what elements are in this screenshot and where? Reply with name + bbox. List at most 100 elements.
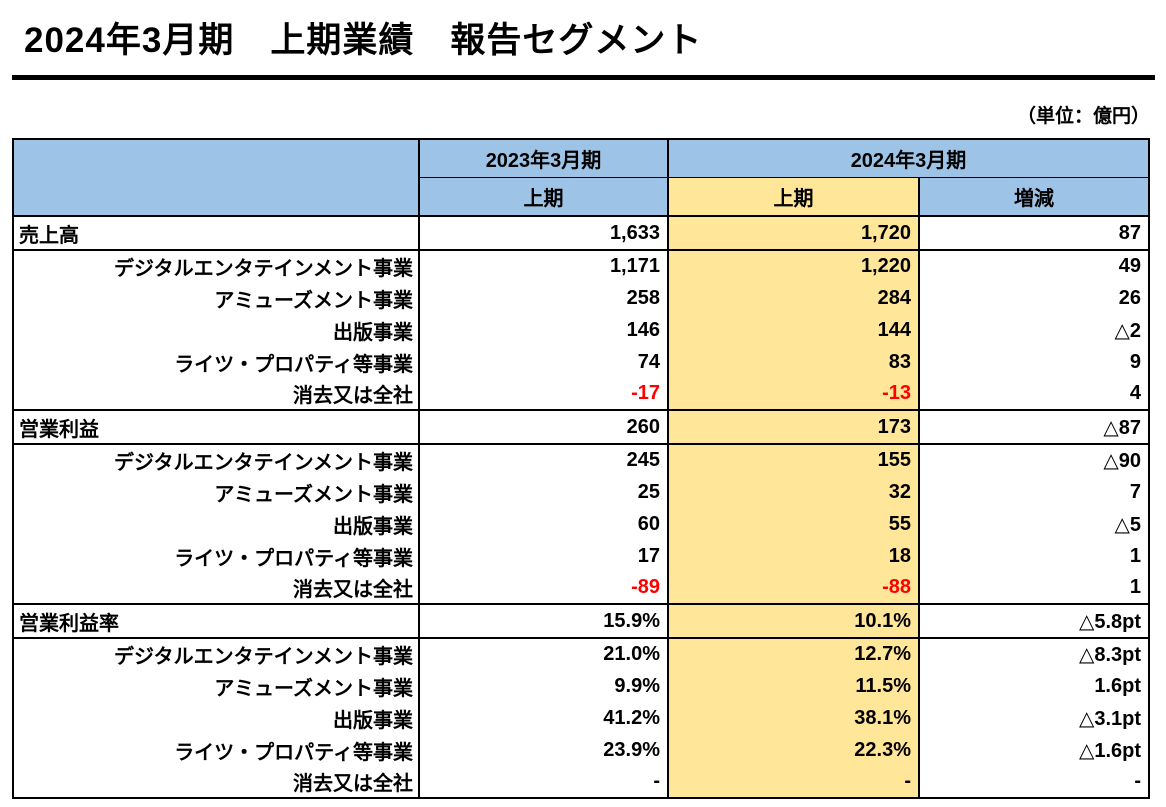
unit-label: （単位：億円） bbox=[1016, 106, 1150, 127]
table-row: ライツ・プロパティ等事業 74 83 9 bbox=[12, 346, 1150, 378]
table-row: 消去又は全社 -17 -13 4 bbox=[12, 378, 1150, 410]
row-label: デジタルエンタテインメント事業 bbox=[12, 250, 420, 282]
row-label: 営業利益率 bbox=[12, 603, 420, 639]
value-2023-first-half: -17 bbox=[418, 378, 669, 410]
header-row-sub: 上期 上期 増減 bbox=[13, 177, 1150, 217]
table-row: 営業利益 260 173 △87 bbox=[12, 409, 1150, 445]
value-2023-first-half: 1,633 bbox=[418, 215, 669, 251]
value-2023-first-half: 25 bbox=[418, 476, 669, 508]
value-2023-first-half: 21.0% bbox=[418, 638, 669, 670]
value-2024-first-half: 155 bbox=[667, 444, 920, 476]
header-2023-first-half: 上期 bbox=[418, 177, 669, 217]
table-row: アミューズメント事業 9.9% 11.5% 1.6pt bbox=[12, 670, 1150, 702]
value-change: △3.1pt bbox=[918, 702, 1150, 734]
value-2023-first-half: 41.2% bbox=[418, 702, 669, 734]
value-2023-first-half: 1,171 bbox=[418, 250, 669, 282]
value-change: 26 bbox=[918, 282, 1150, 314]
value-change: △5.8pt bbox=[918, 603, 1150, 639]
value-2024-first-half: -13 bbox=[667, 378, 920, 410]
header-2024-first-half: 上期 bbox=[667, 177, 920, 217]
table-header: 2023年3月期 2024年3月期 上期 上期 増減 bbox=[12, 139, 1150, 217]
value-2024-first-half: 10.1% bbox=[667, 603, 920, 639]
table-row: 出版事業 60 55 △5 bbox=[12, 508, 1150, 540]
value-2023-first-half: 146 bbox=[418, 314, 669, 346]
value-2024-first-half: 11.5% bbox=[667, 670, 920, 702]
table-row: 売上高 1,633 1,720 87 bbox=[12, 215, 1150, 251]
value-change: △2 bbox=[918, 314, 1150, 346]
value-2024-first-half: 32 bbox=[667, 476, 920, 508]
segment-results-table: 2023年3月期 2024年3月期 上期 上期 増減 売上高 1,633 1,720… bbox=[12, 138, 1150, 799]
page-title: 2024年3月期 上期業績 報告セグメント bbox=[24, 21, 703, 60]
value-2024-first-half: 12.7% bbox=[667, 638, 920, 670]
value-change: 4 bbox=[918, 378, 1150, 410]
value-2024-first-half: 18 bbox=[667, 540, 920, 572]
value-2023-first-half: 60 bbox=[418, 508, 669, 540]
value-2024-first-half: -88 bbox=[667, 572, 920, 604]
value-2024-first-half: 1,220 bbox=[667, 250, 920, 282]
value-2024-first-half: 83 bbox=[667, 346, 920, 378]
value-2023-first-half: 245 bbox=[418, 444, 669, 476]
row-label: 消去又は全社 bbox=[12, 378, 420, 410]
value-2023-first-half: 15.9% bbox=[418, 603, 669, 639]
value-2023-first-half: 260 bbox=[418, 409, 669, 445]
title-underline bbox=[12, 75, 1155, 80]
table-row: ライツ・プロパティ等事業 23.9% 22.3% △1.6pt bbox=[12, 734, 1150, 766]
row-label: 出版事業 bbox=[12, 314, 420, 346]
header-period-2024: 2024年3月期 bbox=[667, 139, 1150, 178]
value-change: 1.6pt bbox=[918, 670, 1150, 702]
value-2024-first-half: - bbox=[667, 766, 920, 798]
header-row-period: 2023年3月期 2024年3月期 bbox=[12, 139, 1150, 217]
table-row: 出版事業 146 144 △2 bbox=[12, 314, 1150, 346]
header-segment-cell bbox=[12, 139, 420, 217]
value-change: △5 bbox=[918, 508, 1150, 540]
row-label: 営業利益 bbox=[12, 409, 420, 445]
value-change: 1 bbox=[918, 540, 1150, 572]
row-label: 消去又は全社 bbox=[12, 766, 420, 798]
value-2024-first-half: 173 bbox=[667, 409, 920, 445]
value-2024-first-half: 22.3% bbox=[667, 734, 920, 766]
table-row: デジタルエンタテインメント事業 245 155 △90 bbox=[12, 444, 1150, 476]
value-2023-first-half: -89 bbox=[418, 572, 669, 604]
value-2023-first-half: 258 bbox=[418, 282, 669, 314]
row-label: アミューズメント事業 bbox=[12, 476, 420, 508]
row-label: アミューズメント事業 bbox=[12, 670, 420, 702]
table-row: 営業利益率 15.9% 10.1% △5.8pt bbox=[12, 603, 1150, 639]
value-2024-first-half: 38.1% bbox=[667, 702, 920, 734]
value-change: 9 bbox=[918, 346, 1150, 378]
value-2023-first-half: 23.9% bbox=[418, 734, 669, 766]
value-2024-first-half: 144 bbox=[667, 314, 920, 346]
value-change: 87 bbox=[918, 215, 1150, 251]
row-label: ライツ・プロパティ等事業 bbox=[12, 734, 420, 766]
value-change: 49 bbox=[918, 250, 1150, 282]
table-row: 消去又は全社 - - - bbox=[12, 766, 1150, 798]
value-change: △90 bbox=[918, 444, 1150, 476]
row-label: 売上高 bbox=[12, 215, 420, 251]
value-2023-first-half: 17 bbox=[418, 540, 669, 572]
row-label: アミューズメント事業 bbox=[12, 282, 420, 314]
header-change: 増減 bbox=[918, 177, 1150, 217]
table-row: アミューズメント事業 25 32 7 bbox=[12, 476, 1150, 508]
value-2023-first-half: - bbox=[418, 766, 669, 798]
row-label: デジタルエンタテインメント事業 bbox=[12, 638, 420, 670]
row-label: ライツ・プロパティ等事業 bbox=[12, 346, 420, 378]
table-row: デジタルエンタテインメント事業 1,171 1,220 49 bbox=[12, 250, 1150, 282]
table-row: デジタルエンタテインメント事業 21.0% 12.7% △8.3pt bbox=[12, 638, 1150, 670]
row-label: 消去又は全社 bbox=[12, 572, 420, 604]
row-label: 出版事業 bbox=[12, 508, 420, 540]
value-change: △1.6pt bbox=[918, 734, 1150, 766]
row-label: ライツ・プロパティ等事業 bbox=[12, 540, 420, 572]
row-label: 出版事業 bbox=[12, 702, 420, 734]
header-period-2023: 2023年3月期 bbox=[418, 139, 669, 178]
table-body: 売上高 1,633 1,720 87 デジタルエンタテインメント事業 1,171 1,220… bbox=[12, 215, 1150, 798]
table-row: 出版事業 41.2% 38.1% △3.1pt bbox=[12, 702, 1150, 734]
value-2024-first-half: 55 bbox=[667, 508, 920, 540]
table-row: アミューズメント事業 258 284 26 bbox=[12, 282, 1150, 314]
value-change: 1 bbox=[918, 572, 1150, 604]
value-change: △8.3pt bbox=[918, 638, 1150, 670]
value-change: 7 bbox=[918, 476, 1150, 508]
value-2024-first-half: 1,720 bbox=[667, 215, 920, 251]
table-row: ライツ・プロパティ等事業 17 18 1 bbox=[12, 540, 1150, 572]
value-change: - bbox=[918, 766, 1150, 798]
row-label: デジタルエンタテインメント事業 bbox=[12, 444, 420, 476]
